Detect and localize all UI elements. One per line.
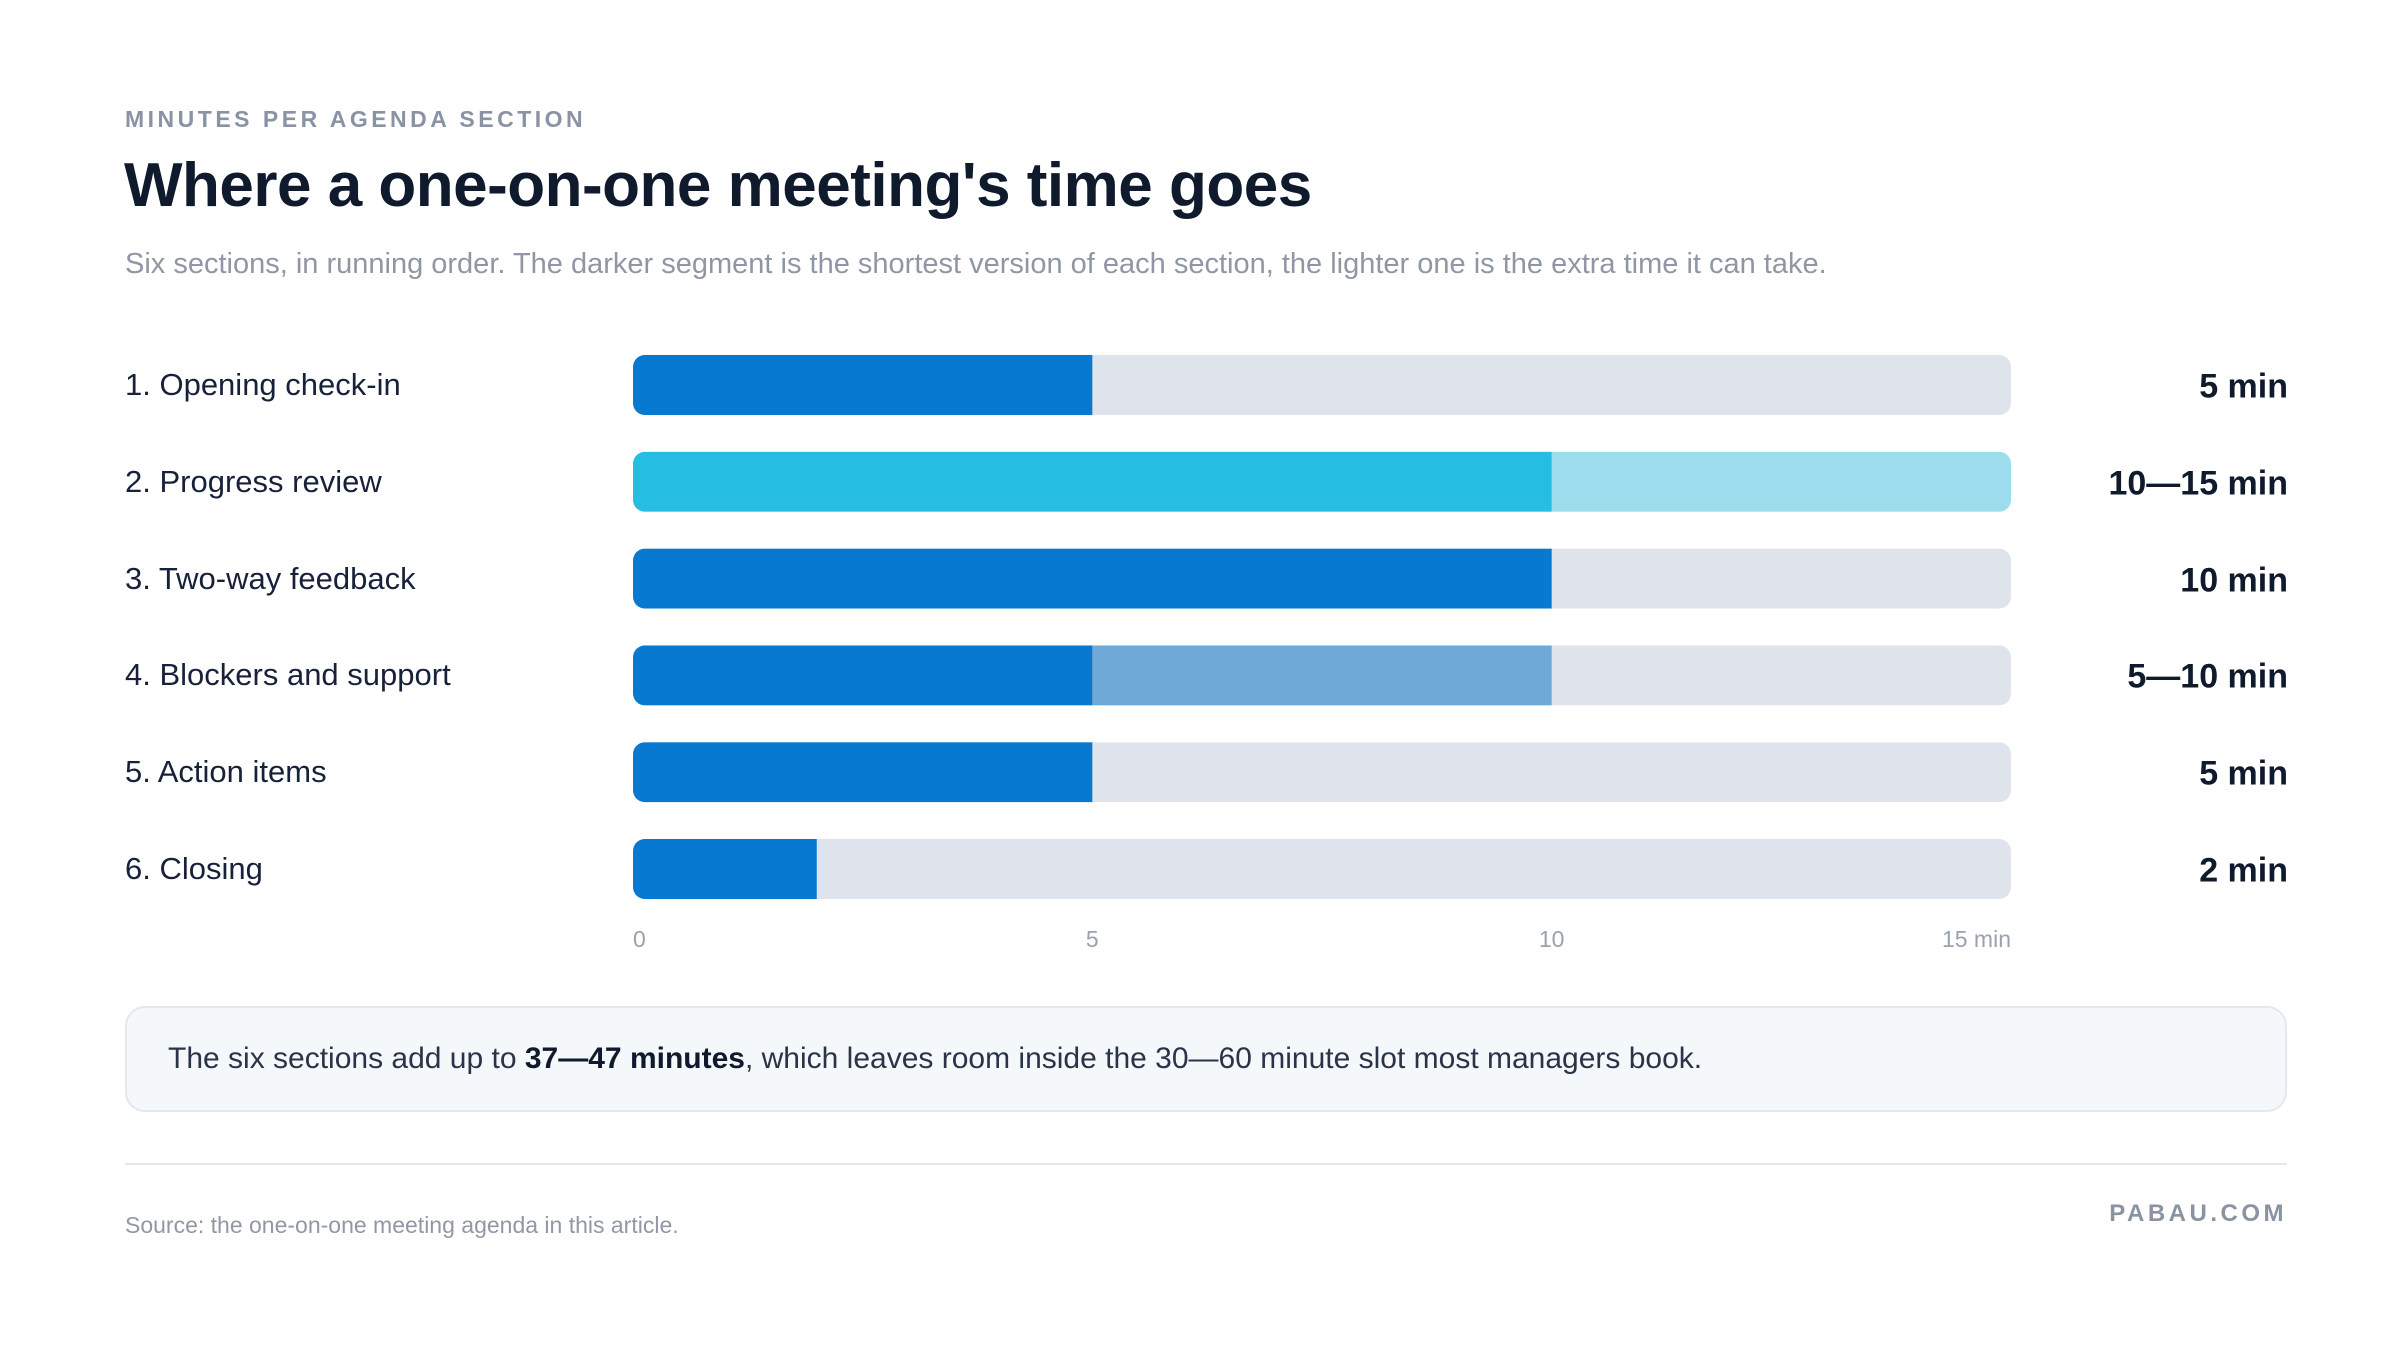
x-tick-label: 0 [633, 926, 646, 952]
category-label: 2. Progress review [125, 463, 382, 499]
category-label: 6. Closing [125, 851, 263, 886]
category-label: 4. Blockers and support [125, 657, 451, 693]
footer-divider [125, 1163, 2287, 1165]
chart-title: Where a one-on-one meeting's time goes [124, 151, 1312, 220]
value-label: 5—10 min [2127, 657, 2288, 696]
x-tick-label: 10 [1539, 926, 1565, 952]
summary-note-text: The six sections add up to 37—47 minutes… [168, 1042, 1702, 1076]
bar-min-segment [633, 742, 1093, 803]
chart-eyebrow: MINUTES PER AGENDA SECTION [125, 106, 587, 132]
bar-row [633, 451, 2011, 512]
bar-min-segment [633, 548, 1552, 609]
bar-min-segment [633, 839, 817, 899]
brand-mark: PABAU.COM [2109, 1200, 2287, 1227]
bar-chart: 0 5 10 15 min [633, 355, 2011, 952]
bar-min-segment [633, 355, 1093, 415]
summary-note-emphasis: 37—47 minutes [524, 1042, 745, 1075]
summary-note-suffix: , which leaves room inside the 30—60 min… [744, 1042, 1703, 1075]
bar-extra-segment [1551, 451, 2011, 512]
bar-row [633, 645, 2011, 706]
bar-row [633, 839, 2011, 899]
summary-note-prefix: The six sections add up to [168, 1042, 525, 1075]
chart-subtitle: Six sections, in running order. The dark… [125, 248, 1827, 280]
source-note: Source: the one-on-one meeting agenda in… [125, 1212, 679, 1238]
category-label: 1. Opening check-in [125, 367, 401, 402]
value-label: 5 min [2199, 754, 2288, 793]
category-label: 3. Two-way feedback [125, 560, 416, 596]
bar-row [633, 355, 2011, 415]
x-tick-label: 5 [1086, 926, 1099, 952]
bar-min-segment [633, 645, 1093, 706]
value-label: 2 min [2199, 851, 2288, 890]
summary-note: The six sections add up to 37—47 minutes… [125, 1006, 2287, 1112]
bar-extra-segment [1092, 645, 1552, 706]
bar-track [633, 839, 2011, 899]
bar-row [633, 742, 2011, 803]
value-label: 10 min [2180, 561, 2288, 600]
bar-min-segment [633, 451, 1552, 512]
bar-row [633, 548, 2011, 609]
value-label: 5 min [2199, 367, 2288, 406]
x-tick-label: 15 min [1942, 926, 2011, 952]
value-label: 10—15 min [2108, 464, 2288, 503]
category-label: 5. Action items [125, 754, 327, 790]
